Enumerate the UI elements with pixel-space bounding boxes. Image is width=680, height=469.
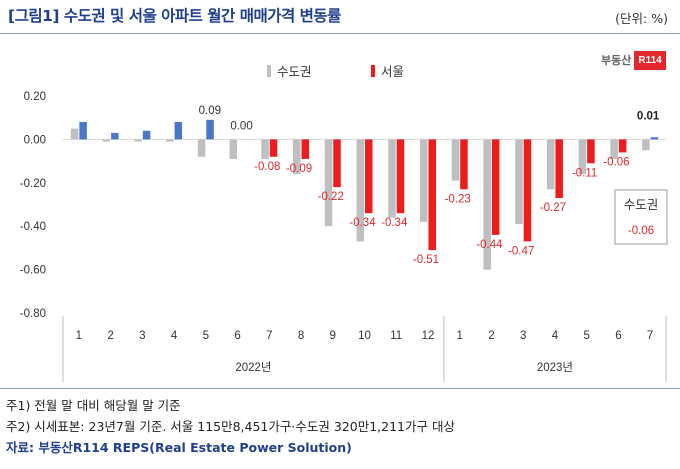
x-tick-label: 2 <box>107 330 113 342</box>
y-tick-label: -0.80 <box>20 308 46 320</box>
seoul-bar <box>269 139 278 157</box>
x-tick-label: 5 <box>203 330 209 342</box>
capital-bar <box>483 139 491 270</box>
x-tick-label: 12 <box>422 330 435 342</box>
seoul-bar <box>523 139 532 242</box>
callout-label: 수도권 <box>624 197 659 212</box>
capital-bar <box>102 139 111 142</box>
x-tick-label: 6 <box>615 330 621 342</box>
capital-bar <box>134 139 142 142</box>
capital-bar <box>229 139 238 159</box>
note-2: 주2) 시세표본: 23년7월 기준. 서울 115만8,451가구·수도권 3… <box>6 419 455 434</box>
x-tick-label: 10 <box>358 330 371 342</box>
note-1: 주1) 전월 말 대비 해당월 말 기준 <box>6 398 181 413</box>
capital-bar <box>610 139 618 159</box>
seoul-bar <box>79 122 87 140</box>
y-tick-label: -0.20 <box>20 178 46 190</box>
capital-bar <box>166 139 174 142</box>
y-tick-label: 0.20 <box>24 91 46 103</box>
legend-label-capital: 수도권 <box>277 64 312 79</box>
seoul-bar <box>333 139 341 188</box>
seoul-data-label: -0.11 <box>572 167 597 179</box>
logo-badge: R114 <box>634 50 666 70</box>
y-tick-label: 0.00 <box>24 134 46 146</box>
x-tick-label: 1 <box>457 330 463 342</box>
seoul-bar <box>618 139 627 153</box>
capital-bar <box>388 139 396 218</box>
x-tick-label: 5 <box>583 330 589 342</box>
seoul-bar <box>491 139 500 235</box>
seoul-bar <box>396 139 405 214</box>
chart-area: 0.200.00-0.20-0.40-0.60-0.801 2 3 4 5 6 7 8 9 10 1… <box>20 64 668 382</box>
seoul-bar <box>365 139 373 214</box>
capital-bar <box>451 139 460 181</box>
source-note: 자료: 부동산R114 REPS(Real Estate Power Solut… <box>6 440 352 455</box>
legend-label-seoul: 서울 <box>381 64 404 79</box>
capital-bar <box>197 139 206 157</box>
x-tick-label: 1 <box>76 330 82 342</box>
x-tick-label: 7 <box>266 330 272 342</box>
seoul-bar <box>301 139 310 159</box>
x-tick-label: 2 <box>488 330 494 342</box>
top-rule <box>0 33 680 34</box>
seoul-data-label: -0.08 <box>254 161 280 173</box>
seoul-data-label: -0.09 <box>286 163 312 175</box>
logo: 부동산 R114 <box>601 48 666 72</box>
year-label: 2023년 <box>537 361 573 374</box>
seoul-last-label: 0.01 <box>637 110 660 122</box>
seoul-bar <box>111 132 119 140</box>
seoul-data-label: 0.09 <box>199 105 221 117</box>
chart-title: [그림1] 수도권 및 서울 아파트 월간 매매가격 변동률 <box>8 7 341 25</box>
x-tick-label: 4 <box>171 330 178 342</box>
bottom-rule <box>0 388 680 389</box>
x-tick-label: 6 <box>234 330 240 342</box>
capital-bar <box>642 139 650 151</box>
capital-bar <box>261 139 269 159</box>
year-label: 2022년 <box>235 361 271 374</box>
seoul-data-label: -0.23 <box>445 193 471 205</box>
seoul-data-label: -0.47 <box>508 245 534 257</box>
x-tick-label: 8 <box>298 330 304 342</box>
seoul-bar <box>460 139 468 190</box>
capital-bar <box>419 139 428 222</box>
seoul-data-label: 0.00 <box>230 120 252 132</box>
seoul-data-label: -0.34 <box>381 217 408 229</box>
x-tick-label: 3 <box>139 330 145 342</box>
capital-bar <box>546 139 555 190</box>
capital-bar <box>356 139 364 242</box>
seoul-data-label: -0.51 <box>413 254 439 266</box>
callout-value: -0.06 <box>628 225 654 237</box>
capital-bar <box>515 139 523 225</box>
seoul-bar <box>650 137 659 140</box>
legend-swatch-seoul <box>371 65 375 77</box>
seoul-bar <box>174 122 183 140</box>
seoul-data-label: -0.44 <box>476 239 503 251</box>
seoul-bar <box>587 139 595 164</box>
seoul-data-label: -0.22 <box>318 191 344 203</box>
unit-label: (단위: %) <box>615 11 668 26</box>
seoul-data-label: -0.06 <box>603 156 629 168</box>
capital-bar <box>70 128 79 140</box>
seoul-bar <box>206 119 214 140</box>
legend-swatch-capital <box>267 65 271 77</box>
notes: 주1) 전월 말 대비 해당월 말 기준 주2) 시세표본: 23년7월 기준.… <box>6 395 455 458</box>
logo-text: 부동산 <box>601 54 632 67</box>
callout-box <box>614 189 668 245</box>
y-tick-label: -0.40 <box>20 221 46 233</box>
x-tick-label: 7 <box>647 330 653 342</box>
seoul-data-label: -0.27 <box>540 202 566 214</box>
capital-bar <box>578 139 587 175</box>
capital-bar <box>293 139 301 175</box>
seoul-bar <box>555 139 563 198</box>
x-tick-label: 3 <box>520 330 526 342</box>
x-tick-label: 4 <box>552 330 559 342</box>
capital-bar <box>324 139 333 227</box>
seoul-data-label: -0.34 <box>349 217 376 229</box>
seoul-bar <box>142 130 151 140</box>
x-tick-label: 11 <box>390 330 402 342</box>
seoul-bar <box>428 139 436 251</box>
x-tick-label: 9 <box>330 330 336 342</box>
y-tick-label: -0.60 <box>20 265 46 277</box>
